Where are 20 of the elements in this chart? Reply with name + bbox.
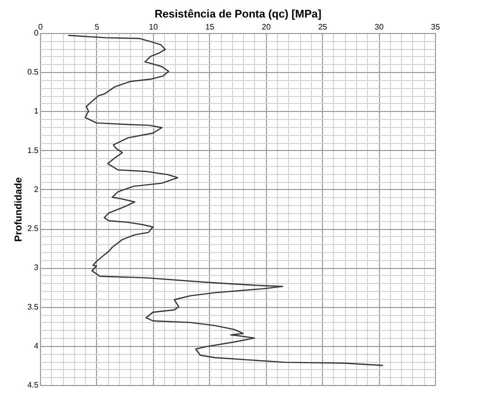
y-tick-label: 4.5 (27, 380, 40, 390)
y-tick-label: 1 (34, 106, 40, 116)
x-axis-title: Resistência de Ponta (qc) [MPa] (154, 8, 322, 20)
y-axis-title: Profundidade (13, 176, 24, 242)
y-tick-label: 1.5 (27, 146, 40, 155)
line-series (68, 34, 384, 366)
x-tick-label: 20 (262, 22, 272, 32)
y-tick-label: 0 (34, 28, 40, 38)
y-tick-label: 0.5 (27, 68, 40, 77)
x-tick-label: 30 (374, 22, 384, 32)
y-tick-label: 3 (34, 263, 40, 272)
x-tick-label: 15 (205, 22, 215, 32)
x-tick-label: 25 (318, 22, 328, 32)
y-tick-label: 4 (34, 341, 40, 350)
x-tick-label: 35 (431, 22, 440, 32)
x-tick-label: 10 (148, 22, 158, 32)
y-tick-label: 2.5 (27, 224, 40, 234)
y-tick-label: 2 (34, 184, 40, 194)
x-tick-label: 5 (94, 22, 100, 32)
y-tick-label: 3.5 (27, 302, 40, 312)
